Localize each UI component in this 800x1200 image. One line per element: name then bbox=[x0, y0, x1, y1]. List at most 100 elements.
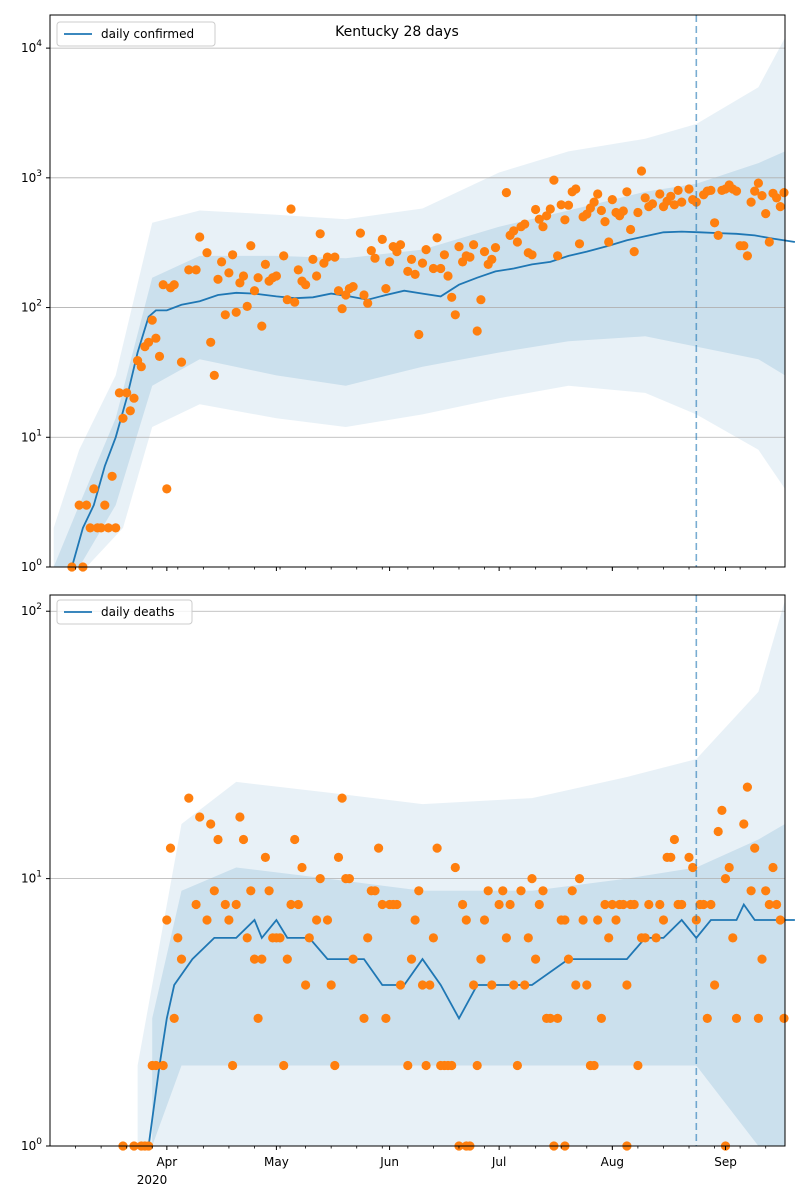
y-tick-label: 102 bbox=[21, 602, 42, 618]
observed-point bbox=[728, 933, 738, 943]
legend-box bbox=[56, 21, 216, 47]
observed-point bbox=[710, 980, 720, 990]
observed-point bbox=[677, 197, 687, 207]
observed-point bbox=[534, 899, 544, 910]
observed-point bbox=[242, 933, 252, 943]
model-line bbox=[71, 230, 796, 568]
observed-point bbox=[596, 1013, 607, 1024]
observed-point bbox=[607, 195, 617, 205]
observed-point bbox=[523, 933, 533, 943]
observed-point bbox=[600, 899, 610, 910]
observed-point bbox=[611, 915, 621, 925]
observed-point bbox=[414, 329, 424, 340]
observed-point bbox=[549, 175, 559, 185]
observed-point bbox=[731, 186, 742, 196]
y-tick-base: 10 bbox=[21, 41, 36, 55]
observed-point bbox=[563, 200, 574, 210]
observed-point bbox=[151, 1060, 161, 1071]
observed-point bbox=[436, 263, 446, 274]
observed-point bbox=[553, 251, 563, 261]
observed-point bbox=[432, 843, 442, 853]
y-tick-base: 10 bbox=[21, 604, 36, 618]
observed-point bbox=[640, 933, 650, 943]
observed-point bbox=[206, 337, 216, 347]
observed-point bbox=[458, 899, 468, 910]
observed-point bbox=[122, 388, 132, 398]
y-tick-exponent: 0 bbox=[36, 1137, 42, 1147]
observed-point bbox=[706, 899, 716, 910]
observed-point bbox=[476, 295, 486, 305]
legend-label-confirmed: daily confirmed bbox=[101, 27, 194, 41]
observed-point bbox=[563, 954, 574, 964]
observed-point bbox=[658, 915, 669, 925]
y-tick-label: 100 bbox=[21, 1137, 42, 1153]
observed-point bbox=[257, 954, 267, 964]
observed-point bbox=[622, 187, 632, 197]
observed-point bbox=[344, 874, 354, 884]
observed-point bbox=[301, 980, 311, 990]
y-tick-exponent: 0 bbox=[36, 558, 42, 568]
observed-point bbox=[618, 206, 628, 216]
observed-point bbox=[154, 351, 165, 361]
y-tick-exponent: 3 bbox=[36, 169, 42, 179]
observed-point bbox=[483, 886, 493, 896]
observed-point bbox=[461, 915, 471, 925]
observed-point bbox=[253, 1013, 263, 1024]
observed-point bbox=[363, 298, 373, 308]
observed-point bbox=[129, 393, 139, 403]
observed-point bbox=[633, 207, 643, 218]
observed-point bbox=[111, 523, 121, 533]
observed-point bbox=[479, 247, 490, 257]
y-tick-exponent: 2 bbox=[36, 602, 42, 612]
deaths-model-line-layer bbox=[147, 902, 795, 1147]
observed-point bbox=[293, 899, 303, 910]
legend-label-deaths: daily deaths bbox=[101, 605, 174, 619]
observed-point bbox=[231, 307, 241, 317]
observed-point bbox=[202, 248, 212, 258]
observed-point bbox=[118, 413, 128, 423]
observed-point bbox=[392, 899, 402, 910]
observed-point bbox=[772, 899, 782, 910]
observed-point bbox=[217, 257, 227, 267]
y-tick-exponent: 4 bbox=[36, 39, 42, 49]
observed-point bbox=[330, 1060, 340, 1071]
observed-point bbox=[512, 1060, 523, 1071]
observed-point bbox=[655, 189, 665, 199]
observed-point bbox=[213, 834, 223, 845]
observed-point bbox=[717, 805, 727, 816]
observed-point bbox=[220, 899, 230, 910]
observed-point bbox=[720, 874, 731, 884]
observed-point bbox=[238, 271, 249, 281]
y-tick-label: 100 bbox=[21, 558, 42, 574]
observed-point bbox=[604, 237, 614, 247]
observed-point bbox=[629, 899, 639, 910]
observed-point bbox=[235, 812, 245, 822]
observed-point bbox=[238, 834, 249, 845]
y-tick-base: 10 bbox=[21, 872, 36, 886]
observed-point bbox=[264, 886, 274, 896]
observed-point bbox=[560, 215, 570, 225]
observed-point bbox=[666, 191, 676, 201]
observed-point bbox=[282, 954, 292, 964]
observed-point bbox=[417, 258, 428, 268]
observed-point bbox=[355, 228, 365, 238]
observed-point bbox=[249, 286, 260, 296]
observed-point bbox=[136, 362, 146, 372]
observed-point bbox=[195, 812, 205, 822]
observed-point bbox=[290, 834, 300, 845]
observed-point bbox=[527, 874, 537, 884]
observed-point bbox=[724, 862, 734, 873]
y-tick-label: 103 bbox=[21, 169, 42, 185]
y-tick-base: 10 bbox=[21, 301, 36, 315]
observed-point bbox=[757, 954, 767, 964]
observed-point bbox=[293, 265, 303, 275]
observed-point bbox=[640, 193, 650, 203]
observed-point bbox=[337, 304, 347, 314]
observed-point bbox=[253, 273, 263, 283]
x-year-label: 2020 bbox=[137, 1173, 168, 1187]
observed-point bbox=[271, 271, 281, 281]
observed-point bbox=[410, 269, 420, 279]
observed-point bbox=[710, 218, 720, 228]
observed-point bbox=[176, 357, 187, 367]
